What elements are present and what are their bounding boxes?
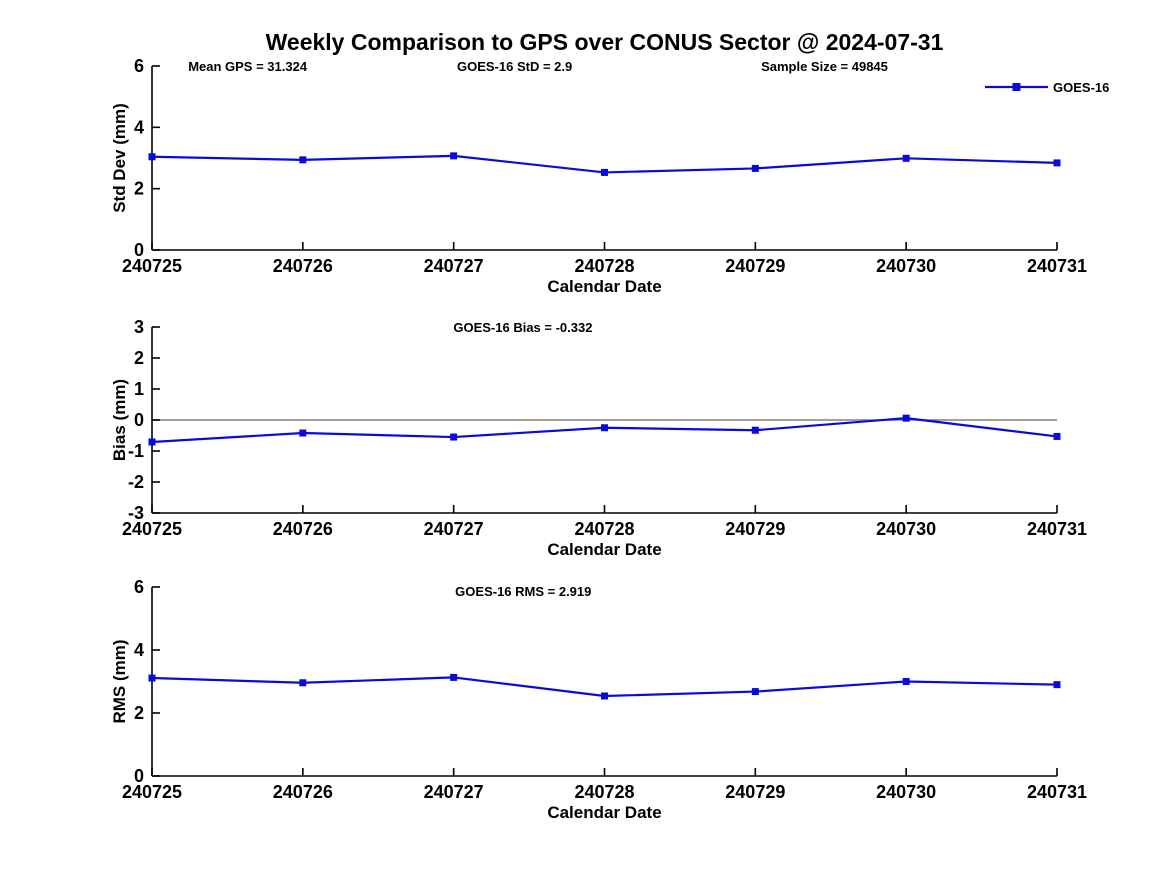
y-tick-label: 0	[134, 410, 144, 430]
data-point-marker	[148, 674, 156, 682]
data-point-marker	[601, 168, 608, 176]
data-point-marker	[148, 438, 156, 446]
annotation-text: GOES-16 StD = 2.9	[457, 59, 572, 74]
data-point-marker	[1053, 681, 1061, 689]
x-tick-label: 240731	[1027, 256, 1087, 276]
data-point-marker	[1053, 159, 1061, 167]
y-tick-label: 4	[134, 117, 144, 137]
x-axis-title: Calendar Date	[547, 277, 661, 296]
x-tick-label: 240730	[876, 519, 936, 539]
x-tick-label: 240728	[574, 782, 634, 802]
data-point-marker	[450, 673, 458, 681]
y-tick-label: 2	[134, 179, 144, 199]
data-point-marker	[751, 164, 759, 172]
annotation-text: Mean GPS = 31.324	[188, 59, 308, 74]
x-tick-label: 240731	[1027, 782, 1087, 802]
x-tick-label: 240730	[876, 256, 936, 276]
y-tick-label: 0	[134, 240, 144, 260]
y-tick-label: -3	[128, 503, 144, 523]
x-tick-label: 240727	[424, 256, 484, 276]
y-tick-label: 3	[134, 317, 144, 337]
y-tick-label: 2	[134, 703, 144, 723]
data-point-marker	[601, 692, 608, 700]
annotation-text: GOES-16 RMS = 2.919	[455, 584, 591, 599]
data-point-marker	[751, 426, 759, 434]
data-point-marker	[902, 154, 910, 162]
data-point-marker	[1053, 432, 1061, 440]
y-tick-label: 6	[134, 56, 144, 76]
data-point-marker	[148, 153, 156, 161]
x-tick-label: 240728	[574, 519, 634, 539]
y-axis-title: Bias (mm)	[110, 379, 129, 461]
legend-marker	[1012, 83, 1021, 91]
figure-title: Weekly Comparison to GPS over CONUS Sect…	[265, 29, 944, 55]
x-tick-label: 240725	[122, 782, 182, 802]
y-axis-title: Std Dev (mm)	[110, 103, 129, 213]
y-tick-label: -1	[128, 441, 144, 461]
y-tick-label: 0	[134, 766, 144, 786]
y-tick-label: 2	[134, 348, 144, 368]
x-tick-label: 240725	[122, 256, 182, 276]
annotation-text: GOES-16 Bias = -0.332	[453, 320, 592, 335]
x-tick-label: 240725	[122, 519, 182, 539]
x-tick-label: 240729	[725, 519, 785, 539]
y-tick-label: 4	[134, 640, 144, 660]
data-point-marker	[299, 429, 307, 437]
x-tick-label: 240726	[273, 519, 333, 539]
data-point-marker	[450, 433, 458, 441]
data-point-marker	[601, 424, 608, 432]
x-tick-label: 240727	[424, 782, 484, 802]
data-point-marker	[450, 152, 458, 160]
data-point-marker	[299, 679, 307, 687]
data-point-marker	[902, 678, 910, 685]
x-tick-label: 240729	[725, 782, 785, 802]
data-point-marker	[299, 156, 307, 164]
x-axis-title: Calendar Date	[547, 540, 661, 559]
x-tick-label: 240731	[1027, 519, 1087, 539]
x-tick-label: 240726	[273, 782, 333, 802]
data-point-marker	[902, 414, 910, 422]
data-point-marker	[751, 688, 759, 696]
y-tick-label: 6	[134, 577, 144, 597]
x-tick-label: 240729	[725, 256, 785, 276]
annotation-text: Sample Size = 49845	[761, 59, 888, 74]
y-tick-label: -2	[128, 472, 144, 492]
x-axis-title: Calendar Date	[547, 803, 661, 822]
x-tick-label: 240726	[273, 256, 333, 276]
x-tick-label: 240728	[574, 256, 634, 276]
legend-label: GOES-16	[1053, 80, 1109, 95]
x-tick-label: 240730	[876, 782, 936, 802]
y-tick-label: 1	[134, 379, 144, 399]
y-axis-title: RMS (mm)	[110, 639, 129, 723]
x-tick-label: 240727	[424, 519, 484, 539]
